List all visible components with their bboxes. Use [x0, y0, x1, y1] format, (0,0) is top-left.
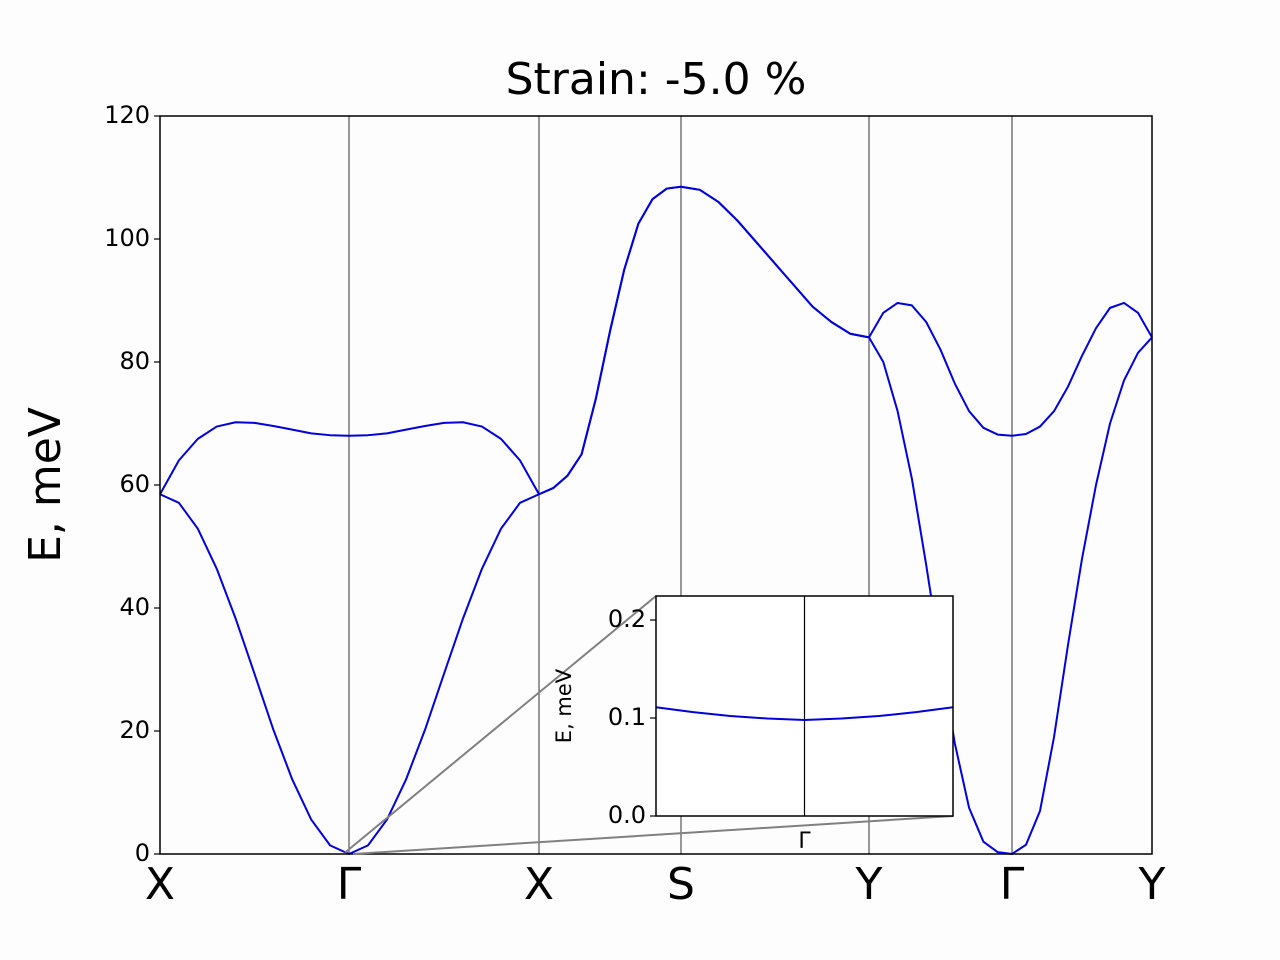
x-tick-label: Γ [1000, 859, 1025, 910]
y-axis-label: E, meV [20, 407, 71, 563]
plot-frame [655, 595, 954, 817]
y-tick-label: 0 [135, 839, 150, 867]
y-tick-label: 120 [104, 101, 150, 129]
zoom-connector [344, 595, 657, 854]
x-tick-label: Γ [798, 829, 811, 854]
y-tick-label: 100 [104, 224, 150, 252]
plot-frame [159, 115, 1153, 855]
band-line [159, 185, 1153, 496]
band-line [655, 706, 954, 721]
x-tick-label: Y [1138, 859, 1166, 910]
y-tick-label: 80 [119, 347, 150, 375]
x-tick-label: X [524, 859, 554, 910]
chart-title: Strain: -5.0 % [506, 54, 807, 105]
y-tick-label: 20 [119, 716, 150, 744]
y-axis-label: E, meV [552, 668, 576, 743]
x-tick-label: Γ [337, 859, 362, 910]
y-tick-label: 40 [119, 593, 150, 621]
x-tick-label: X [145, 859, 175, 910]
x-tick-label: Y [855, 859, 883, 910]
x-tick-label: S [667, 859, 695, 910]
y-tick-label: 0.1 [608, 703, 646, 731]
y-tick-label: 60 [119, 470, 150, 498]
zoom-connector [352, 815, 954, 855]
y-tick-label: 0.0 [608, 801, 646, 829]
y-tick-label: 0.2 [608, 605, 646, 633]
